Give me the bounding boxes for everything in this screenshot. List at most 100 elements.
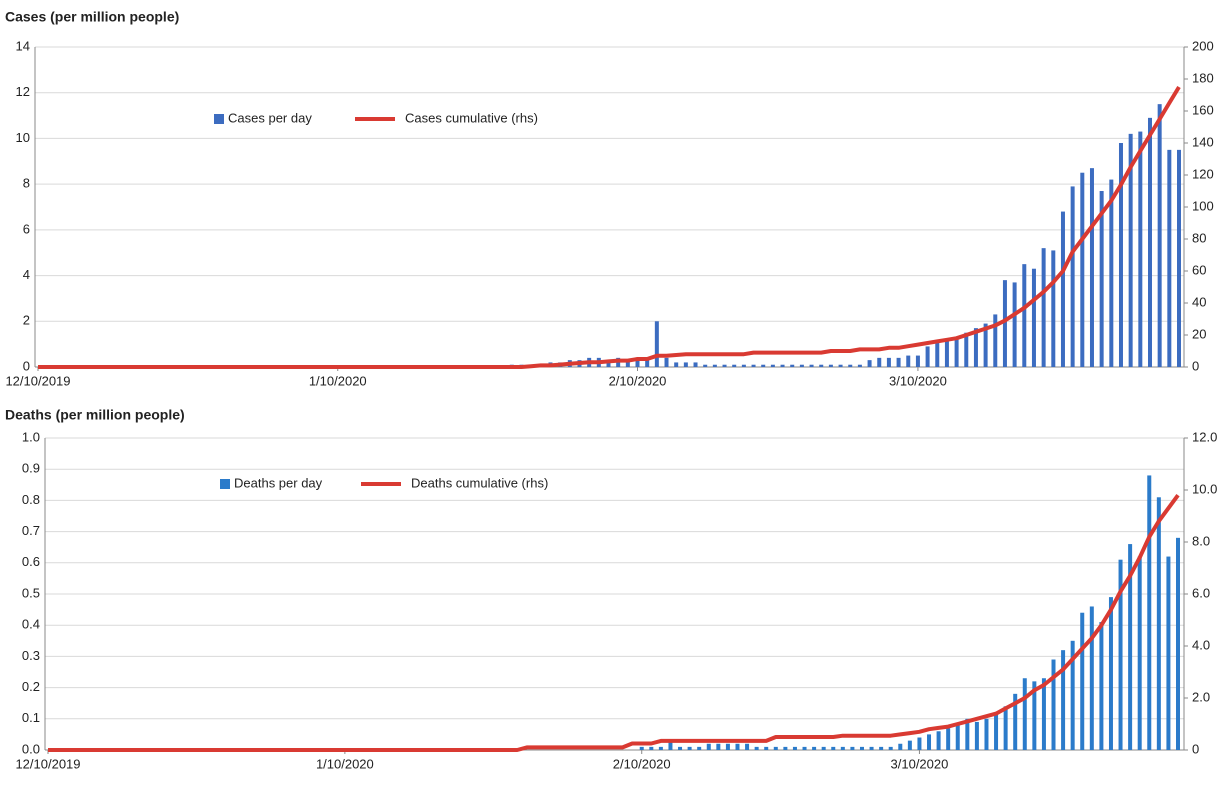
bar xyxy=(886,357,891,367)
y-tick-label: 2 xyxy=(23,313,30,328)
bar xyxy=(1013,693,1018,750)
bar xyxy=(745,743,750,750)
bar xyxy=(907,740,912,750)
bar xyxy=(1080,612,1085,750)
bar xyxy=(974,721,979,750)
bar xyxy=(879,746,884,750)
bar xyxy=(792,746,797,750)
y-tick-label: 0.6 xyxy=(22,554,40,569)
bar xyxy=(674,362,679,367)
bar xyxy=(741,364,746,367)
bar xyxy=(1012,282,1017,367)
bar xyxy=(848,364,853,367)
bar xyxy=(1099,622,1104,750)
bar xyxy=(1099,191,1104,367)
bar xyxy=(1089,168,1094,367)
y2-tick-label: 0 xyxy=(1192,741,1199,756)
bar xyxy=(606,360,611,367)
y-tick-label: 0.0 xyxy=(22,741,40,756)
bar xyxy=(770,364,775,367)
bar xyxy=(678,746,683,750)
bar xyxy=(867,360,872,367)
y-tick-label: 6 xyxy=(23,221,30,236)
bar xyxy=(1041,678,1046,750)
bar xyxy=(944,339,949,367)
bar xyxy=(761,364,766,367)
bar xyxy=(898,743,903,750)
bar xyxy=(869,746,874,750)
y2-tick-label: 10.0 xyxy=(1192,481,1217,496)
bar xyxy=(935,341,940,367)
bar xyxy=(790,364,795,367)
bar xyxy=(783,746,788,750)
y-tick-label: 0.2 xyxy=(22,679,40,694)
y-tick-label: 8 xyxy=(23,176,30,191)
bar xyxy=(1070,186,1075,367)
y2-tick-label: 120 xyxy=(1192,166,1214,181)
bar xyxy=(683,362,688,367)
y2-tick-label: 180 xyxy=(1192,70,1214,85)
bar xyxy=(1070,640,1075,750)
y2-tick-label: 60 xyxy=(1192,262,1206,277)
bar xyxy=(1041,248,1046,367)
bar xyxy=(706,743,711,750)
bar xyxy=(1147,117,1152,367)
bar xyxy=(877,357,882,367)
chart-title: Cases (per million people) xyxy=(5,9,179,25)
x-tick-label: 1/10/2020 xyxy=(309,373,367,388)
y2-tick-label: 100 xyxy=(1192,198,1214,213)
y-tick-label: 10 xyxy=(16,130,30,145)
bar xyxy=(802,746,807,750)
bar xyxy=(983,323,988,367)
bar xyxy=(838,364,843,367)
bar xyxy=(725,743,730,750)
y-tick-label: 0.9 xyxy=(22,461,40,476)
bar xyxy=(973,328,978,367)
bar xyxy=(1156,497,1161,750)
y2-tick-label: 8.0 xyxy=(1192,533,1210,548)
bar xyxy=(1166,556,1171,750)
bar xyxy=(1051,250,1056,367)
bar xyxy=(1177,149,1181,367)
bar xyxy=(994,712,999,750)
y2-tick-label: 6.0 xyxy=(1192,585,1210,600)
y2-tick-label: 200 xyxy=(1192,38,1214,53)
x-tick-label: 12/10/2019 xyxy=(15,756,80,771)
bar xyxy=(712,364,717,367)
y2-tick-label: 160 xyxy=(1192,102,1214,117)
x-tick-label: 3/10/2020 xyxy=(891,756,949,771)
bar xyxy=(639,746,644,750)
y2-tick-label: 20 xyxy=(1192,326,1206,341)
bar xyxy=(664,357,669,367)
bar xyxy=(773,746,778,750)
y2-tick-label: 140 xyxy=(1192,134,1214,149)
bar xyxy=(1128,544,1133,750)
bar xyxy=(1176,537,1180,750)
bar xyxy=(993,314,998,367)
bar xyxy=(1022,678,1027,750)
bar xyxy=(955,725,960,750)
y2-tick-label: 40 xyxy=(1192,294,1206,309)
bar xyxy=(799,364,804,367)
bar xyxy=(896,357,901,367)
bar xyxy=(751,364,756,367)
y-tick-label: 12 xyxy=(16,84,30,99)
bar xyxy=(693,362,698,367)
bar xyxy=(812,746,817,750)
bar xyxy=(654,321,659,367)
bar xyxy=(906,355,911,367)
y2-tick-label: 80 xyxy=(1192,230,1206,245)
bar xyxy=(1108,597,1113,750)
bar xyxy=(984,718,989,750)
bar xyxy=(809,364,814,367)
y-tick-label: 0.4 xyxy=(22,617,40,632)
bar xyxy=(1003,706,1008,750)
bar xyxy=(1002,280,1007,367)
line xyxy=(48,494,1180,752)
bar xyxy=(965,718,970,750)
bar xyxy=(1060,211,1065,367)
bar xyxy=(954,337,959,367)
bar xyxy=(1138,131,1143,367)
bar xyxy=(821,746,826,750)
